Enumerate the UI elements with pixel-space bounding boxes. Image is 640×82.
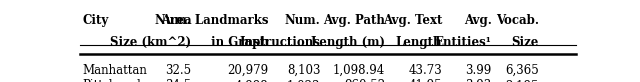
Text: Length: Length — [396, 36, 442, 49]
Text: Num. Landmarks: Num. Landmarks — [155, 14, 269, 27]
Text: 3.93: 3.93 — [465, 79, 492, 82]
Text: 1,098.94: 1,098.94 — [333, 64, 385, 77]
Text: Pittsburgh: Pittsburgh — [83, 79, 145, 82]
Text: 3.99: 3.99 — [465, 64, 492, 77]
Text: 8,103: 8,103 — [287, 64, 321, 77]
Text: 41.95: 41.95 — [408, 79, 442, 82]
Text: Num.: Num. — [285, 14, 321, 27]
Text: 32.5: 32.5 — [166, 64, 191, 77]
Text: Entities¹: Entities¹ — [435, 36, 492, 49]
Text: 4,998: 4,998 — [235, 79, 269, 82]
Text: Instructions: Instructions — [240, 36, 321, 49]
Text: 6,365: 6,365 — [505, 64, 539, 77]
Text: Avg. Path: Avg. Path — [323, 14, 385, 27]
Text: Avg. Text: Avg. Text — [383, 14, 442, 27]
Text: in Graph: in Graph — [211, 36, 269, 49]
Text: City: City — [83, 14, 109, 27]
Text: 34.5: 34.5 — [165, 79, 191, 82]
Text: Manhattan: Manhattan — [83, 64, 147, 77]
Text: 43.73: 43.73 — [408, 64, 442, 77]
Text: Length (m): Length (m) — [311, 36, 385, 49]
Text: 20,979: 20,979 — [227, 64, 269, 77]
Text: 2,195: 2,195 — [506, 79, 539, 82]
Text: Avg.: Avg. — [464, 14, 492, 27]
Text: 1,023: 1,023 — [287, 79, 321, 82]
Text: Size (km^2): Size (km^2) — [111, 36, 191, 49]
Text: Vocab.: Vocab. — [496, 14, 539, 27]
Text: Area: Area — [161, 14, 191, 27]
Text: Size: Size — [511, 36, 539, 49]
Text: 960.52: 960.52 — [344, 79, 385, 82]
